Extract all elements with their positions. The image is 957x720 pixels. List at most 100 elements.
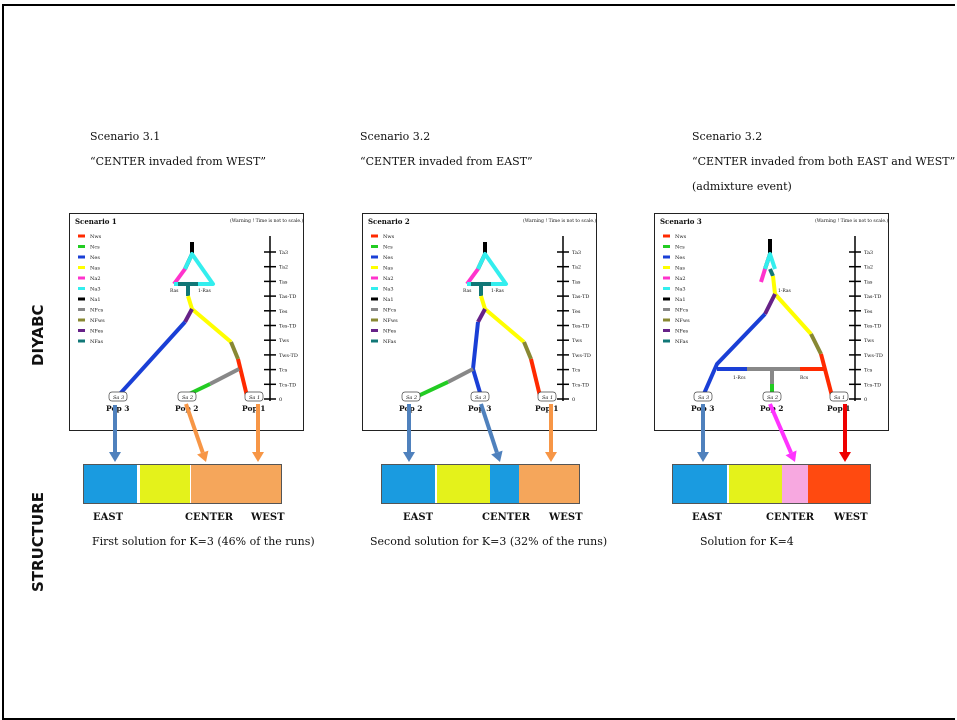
arrow-head	[545, 452, 557, 462]
legend-label: Na3	[90, 287, 101, 293]
cluster-center-blue	[489, 465, 519, 503]
tree-branch-nfws	[522, 341, 533, 360]
legend-label: Nas	[675, 266, 685, 272]
timeline-label: Tas	[572, 279, 581, 285]
sample-box	[177, 391, 197, 402]
split-label: Ras	[170, 288, 179, 294]
cluster-west	[190, 465, 281, 503]
timeline-label: Tcs-TD	[279, 382, 296, 388]
timeline-label: Tas	[864, 279, 873, 285]
sample-box	[762, 391, 782, 402]
separator	[189, 465, 191, 503]
structure-bar-2	[381, 464, 580, 504]
warning-note: (Warning ! Time is not to scale.)	[523, 217, 596, 224]
legend-label: Nas	[383, 266, 393, 272]
scenario-3-title: Scenario 3.2	[692, 130, 763, 143]
sample-box	[244, 391, 264, 402]
legend-label: Na2	[383, 276, 394, 282]
timeline-label: Tas-TD	[864, 294, 881, 300]
timeline-label: Tws-TD	[572, 353, 591, 359]
bar-3-label-east: EAST	[692, 512, 723, 523]
legend-label: NFes	[383, 329, 397, 335]
tree-branch-nws	[529, 358, 542, 397]
timeline-label: Tas-TD	[279, 294, 296, 300]
sample-label: Sa 1	[542, 395, 553, 401]
legend-label: Nes	[383, 255, 393, 261]
arrow-head	[839, 452, 851, 462]
scenario-tree: Scenario 1 (Warning ! Time is not to scal…	[75, 217, 303, 413]
arrow-head	[403, 452, 415, 462]
legend-label: Nws	[90, 234, 102, 240]
timeline-label: Ta2	[572, 265, 581, 271]
scenario-1-title: Scenario 3.1	[90, 130, 161, 143]
tree-branch-nws	[236, 358, 249, 397]
scenario-3-diagram: Scenario 3 (Warning ! Time is not to scal…	[654, 213, 889, 431]
box-title: Scenario 1	[75, 217, 117, 226]
warning-note: (Warning ! Time is not to scale.)	[815, 217, 888, 224]
sample-label: Sa 3	[475, 395, 486, 401]
bar-2-label-east: EAST	[403, 512, 434, 523]
solution-2: Second solution for K=3 (32% of the runs…	[370, 535, 608, 548]
arrow-head	[491, 450, 503, 462]
split-label: 1-Ras	[778, 288, 792, 294]
tree-branch-na2	[465, 267, 480, 286]
timeline-label: Tws	[572, 338, 582, 344]
timeline-label: Tws	[864, 338, 874, 344]
timeline-label: Tcs	[572, 368, 581, 374]
separator	[727, 465, 730, 503]
arrow-head	[109, 452, 121, 462]
legend-label: NFas	[383, 339, 396, 345]
separator	[435, 465, 438, 503]
legend-label: Nes	[675, 255, 685, 261]
timeline-label: Tes-TD	[279, 324, 296, 330]
legend-label: NFes	[675, 329, 689, 335]
timeline-label: Tcs	[864, 368, 873, 374]
legend-label: NFas	[675, 339, 688, 345]
sample-label: Sa 2	[767, 395, 778, 401]
legend-label: NFcs	[90, 308, 104, 314]
cluster-west	[807, 465, 870, 503]
structure-bar-1	[83, 464, 282, 504]
legend-label: Nws	[383, 234, 395, 240]
legend-label: Nws	[675, 234, 687, 240]
separator	[137, 465, 141, 503]
population-label: Pop 3	[106, 404, 130, 413]
sample-box	[108, 391, 128, 402]
legend-label: Na3	[383, 287, 394, 293]
legend-label: NFws	[675, 318, 690, 324]
population-label: Pop 1	[535, 404, 559, 413]
arrow-head	[697, 452, 709, 462]
timeline-label: Tcs-TD	[864, 382, 881, 388]
timeline-label: Tes	[279, 309, 288, 315]
population-label: Pop 3	[468, 404, 492, 413]
structure-bar-3	[672, 464, 871, 504]
tree-branch-nfws	[809, 333, 823, 355]
tree-branch-nfcs	[209, 367, 240, 386]
tree-branch-nfcs	[447, 367, 474, 384]
sample-box	[829, 391, 849, 402]
legend-label: NFws	[90, 318, 105, 324]
sample-box	[470, 391, 490, 402]
arrow-shaft	[768, 403, 793, 454]
legend-label: NFcs	[383, 308, 397, 314]
timeline-label: 0	[279, 397, 282, 403]
tree-branch-na3	[763, 252, 777, 270]
legend-label: Nes	[90, 255, 100, 261]
split-label: Ras	[463, 288, 472, 294]
timeline-label: Ta2	[279, 265, 288, 271]
sample-label: Sa 1	[249, 395, 260, 401]
timeline-label: 0	[572, 397, 575, 403]
scenario-1-subtitle: “CENTER invaded from WEST”	[90, 155, 267, 168]
scenario-3-subtitle: “CENTER invaded from both EAST and WEST”	[692, 155, 956, 168]
bar-1-label-center: CENTER	[185, 512, 234, 523]
timeline-label: Ta2	[864, 265, 873, 271]
legend-label: Na1	[90, 297, 101, 303]
timeline-label: Tws	[279, 338, 289, 344]
sample-box	[537, 391, 557, 402]
split-label: 1-Ras	[198, 288, 212, 294]
legend-label: NFws	[383, 318, 398, 324]
sample-label: Sa 1	[834, 395, 845, 401]
legend-label: Na1	[675, 297, 686, 303]
admix-label: 1-Rcs	[733, 375, 746, 381]
timeline-label: Tas	[279, 279, 288, 285]
